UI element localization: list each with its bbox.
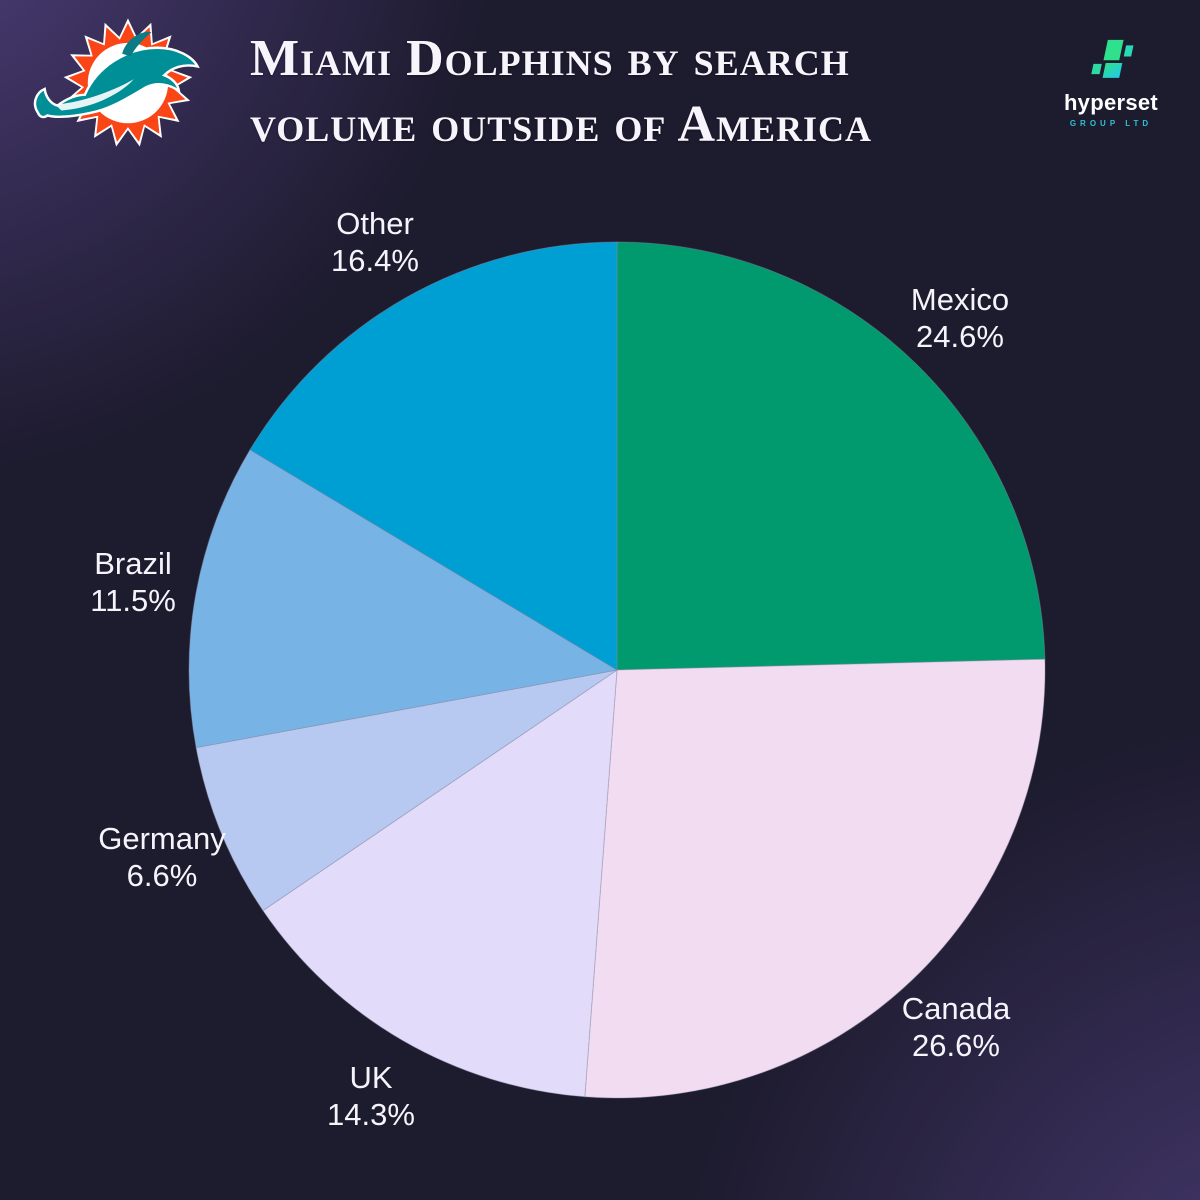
pie-slice-mexico bbox=[616, 241, 1046, 671]
pie-label-percent: 6.6% bbox=[126, 858, 198, 893]
pie-label-percent: 11.5% bbox=[90, 583, 176, 618]
hyperset-brand: hyperset GROUP LTD bbox=[1046, 38, 1176, 128]
pie-slice-other bbox=[249, 241, 618, 671]
pie-label-percent: 26.6% bbox=[912, 1028, 1000, 1063]
pie-slice-germany bbox=[195, 669, 618, 912]
pie-slice-brazil bbox=[188, 449, 619, 749]
pie-label-uk: UK 14.3% bbox=[327, 1059, 415, 1133]
pie-label-germany: Germany 6.6% bbox=[98, 820, 225, 894]
pie-label-percent: 24.6% bbox=[916, 319, 1004, 354]
pie-label-name: Brazil bbox=[94, 546, 172, 581]
pie-slice-uk bbox=[262, 669, 618, 1098]
pie-label-name: Mexico bbox=[910, 282, 1010, 317]
miami-dolphins-logo bbox=[33, 18, 200, 147]
page-title-line2: volume outside of America bbox=[250, 96, 873, 153]
hyperset-logo-icon bbox=[1091, 39, 1134, 78]
pie-label-name: Canada bbox=[901, 991, 1011, 1026]
brand-name: hyperset bbox=[1063, 90, 1159, 115]
pie-label-brazil: Brazil 11.5% bbox=[90, 545, 176, 619]
pie-label-mexico: Mexico 24.6% bbox=[911, 281, 1009, 355]
pie-label-canada: Canada 26.6% bbox=[902, 990, 1011, 1064]
pie-label-name: UK bbox=[349, 1060, 393, 1095]
page-title: Miami Dolphins by search volume outside … bbox=[250, 26, 872, 158]
dolphin-icon bbox=[33, 31, 200, 119]
pie-label-name: Germany bbox=[98, 821, 226, 856]
pie-label-other: Other 16.4% bbox=[331, 205, 419, 279]
pie-label-name: Other bbox=[336, 206, 414, 241]
pie-label-percent: 16.4% bbox=[331, 243, 419, 278]
brand-subtitle: GROUP LTD bbox=[1069, 119, 1153, 128]
pie-slice-canada bbox=[584, 658, 1046, 1099]
pie-label-percent: 14.3% bbox=[327, 1097, 415, 1132]
page-title-line1: Miami Dolphins by search bbox=[250, 30, 850, 87]
